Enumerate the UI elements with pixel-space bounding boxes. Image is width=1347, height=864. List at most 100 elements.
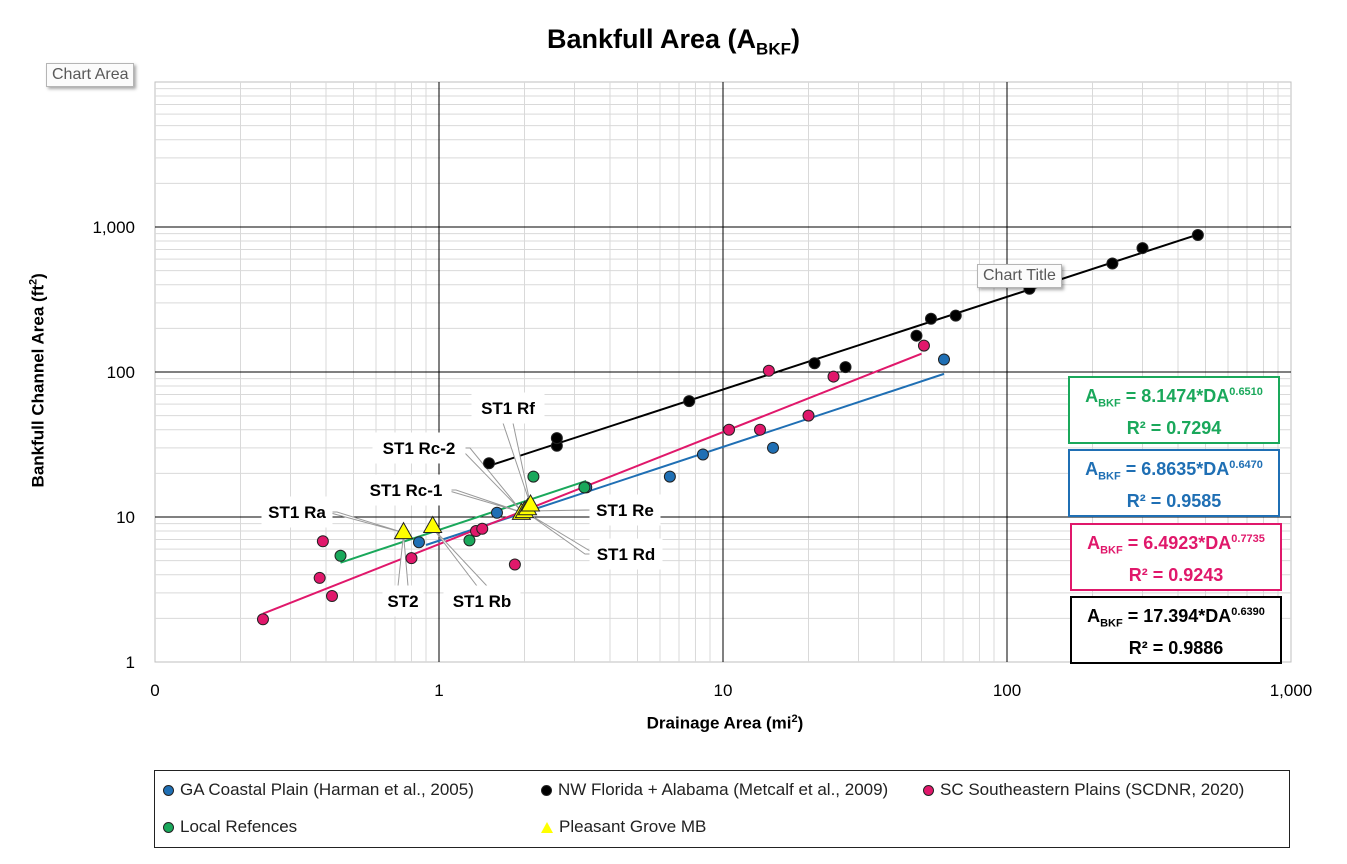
data-point[interactable] xyxy=(924,312,937,325)
data-point[interactable] xyxy=(808,357,821,370)
data-point[interactable] xyxy=(696,448,709,461)
callout-box xyxy=(443,585,521,617)
equation-exponent: 0.6510 xyxy=(1229,386,1263,398)
legend-item-pleasant-grove[interactable]: Pleasant Grove MB xyxy=(541,817,706,837)
data-point[interactable] xyxy=(578,481,591,494)
x-axis-title-close: ) xyxy=(797,713,804,733)
data-point-triangle[interactable] xyxy=(393,521,414,540)
callout-label[interactable]: ST1 Ra xyxy=(268,503,326,522)
data-points[interactable] xyxy=(256,229,1204,626)
legend-label: GA Coastal Plain (Harman et al., 2005) xyxy=(180,780,474,799)
chart-title[interactable]: Bankfull Area (ABKF) xyxy=(0,24,1347,59)
callout-box xyxy=(589,538,663,570)
data-point[interactable] xyxy=(1106,257,1119,270)
callout-label[interactable]: ST1 Rf xyxy=(481,399,535,418)
data-point[interactable] xyxy=(949,309,962,322)
x-axis-title[interactable]: Drainage Area (mi2) xyxy=(555,713,895,734)
callout-label[interactable]: ST1 Rb xyxy=(453,592,512,611)
trendline xyxy=(340,480,587,564)
legend-circle-marker xyxy=(163,784,174,796)
data-point[interactable] xyxy=(508,558,521,571)
legend-circle-marker xyxy=(923,784,934,796)
equation-sub: BKF xyxy=(1100,617,1123,630)
data-point[interactable] xyxy=(839,361,852,374)
data-point[interactable] xyxy=(683,395,696,408)
data-point[interactable] xyxy=(326,590,339,603)
equation-sub: BKF xyxy=(1100,544,1123,557)
data-point[interactable] xyxy=(767,441,780,454)
callout-box xyxy=(372,432,466,464)
r-squared: R² = 0.9243 xyxy=(1128,564,1224,585)
data-point[interactable] xyxy=(550,432,563,445)
callout-box xyxy=(589,494,661,526)
legend-item-local[interactable]: Local Refences xyxy=(163,817,297,837)
data-point[interactable] xyxy=(663,470,676,483)
data-point[interactable] xyxy=(463,534,476,547)
trendline xyxy=(262,352,922,615)
data-point[interactable] xyxy=(1191,229,1204,242)
equation-exponent: 0.6390 xyxy=(1231,606,1265,618)
data-point[interactable] xyxy=(754,423,767,436)
data-point[interactable] xyxy=(412,536,425,549)
x-axis-title-text: Drainage Area (mi xyxy=(646,713,792,733)
equation-body: = 6.4923*DA xyxy=(1122,533,1232,553)
data-point[interactable] xyxy=(917,339,930,352)
data-point-triangle[interactable] xyxy=(520,493,541,512)
callout-label[interactable]: ST1 Rc-1 xyxy=(370,481,443,500)
data-point[interactable] xyxy=(723,423,736,436)
callout-box xyxy=(261,496,333,528)
data-point[interactable] xyxy=(316,535,329,548)
callout-label[interactable]: ST1 Rd xyxy=(597,545,656,564)
y-axis-title-sup: 2 xyxy=(27,278,40,285)
chart-title-tooltip: Chart Title xyxy=(977,264,1062,288)
y-tick-label: 10 xyxy=(116,508,135,527)
data-point[interactable] xyxy=(256,613,269,626)
equation-box-nwfl[interactable]: ABKF = 17.394*DA0.6390 R² = 0.9886 xyxy=(1070,596,1282,664)
y-axis-title[interactable]: Bankfull Channel Area (ft2) xyxy=(28,260,49,500)
data-point[interactable] xyxy=(937,353,950,366)
data-point[interactable] xyxy=(405,552,418,565)
equation-exponent: 0.6470 xyxy=(1229,459,1263,471)
data-point[interactable] xyxy=(802,409,815,422)
equation-sub: BKF xyxy=(1098,397,1121,410)
data-point-triangle[interactable] xyxy=(422,515,443,533)
equation-sub: BKF xyxy=(1098,470,1121,483)
data-point[interactable] xyxy=(910,329,923,342)
equation-box-local[interactable]: ABKF = 8.1474*DA0.6510 R² = 0.7294 xyxy=(1068,376,1280,444)
data-point[interactable] xyxy=(490,506,503,519)
data-point[interactable] xyxy=(483,457,496,470)
data-point[interactable] xyxy=(313,571,326,584)
r-squared: R² = 0.9886 xyxy=(1128,637,1224,658)
x-tick-label: 1 xyxy=(434,681,443,700)
data-point[interactable] xyxy=(1136,242,1149,255)
data-point[interactable] xyxy=(827,370,840,383)
y-tick-label: 1,000 xyxy=(92,218,135,237)
r-squared: R² = 0.9585 xyxy=(1126,490,1222,511)
data-point[interactable] xyxy=(476,522,489,535)
equation-exponent: 0.7735 xyxy=(1231,533,1265,545)
data-point[interactable] xyxy=(527,470,540,483)
data-point[interactable] xyxy=(334,549,347,562)
legend-item-sc[interactable]: SC Southeastern Plains (SCDNR, 2020) xyxy=(923,780,1244,800)
legend-item-ga[interactable]: GA Coastal Plain (Harman et al., 2005) xyxy=(163,780,474,800)
callout-label[interactable]: ST1 Rc-2 xyxy=(383,439,456,458)
chart-area-tooltip: Chart Area xyxy=(46,63,135,87)
trendlines xyxy=(262,233,1199,615)
legend-triangle-marker xyxy=(541,821,553,833)
chart-legend[interactable]: GA Coastal Plain (Harman et al., 2005) N… xyxy=(154,770,1290,848)
equation-box-ga[interactable]: ABKF = 6.8635*DA0.6470 R² = 0.9585 xyxy=(1068,449,1280,517)
legend-label: Local Refences xyxy=(180,817,298,836)
equation-line: ABKF = 17.394*DA0.6390 xyxy=(1072,600,1280,636)
equation-line: ABKF = 6.8635*DA0.6470 xyxy=(1070,453,1278,489)
legend-label: SC Southeastern Plains (SCDNR, 2020) xyxy=(940,780,1245,799)
equation-box-sc[interactable]: ABKF = 6.4923*DA0.7735 R² = 0.9243 xyxy=(1070,523,1282,591)
y-tick-label: 1 xyxy=(126,653,135,672)
callout-label[interactable]: ST2 xyxy=(387,592,418,611)
y-tick-label: 100 xyxy=(107,363,135,382)
callout-label[interactable]: ST1 Re xyxy=(596,501,654,520)
data-point[interactable] xyxy=(762,364,775,377)
y-axis-title-close: ) xyxy=(28,273,48,279)
legend-item-nwfl[interactable]: NW Florida + Alabama (Metcalf et al., 20… xyxy=(541,780,888,800)
legend-circle-marker xyxy=(163,821,174,833)
